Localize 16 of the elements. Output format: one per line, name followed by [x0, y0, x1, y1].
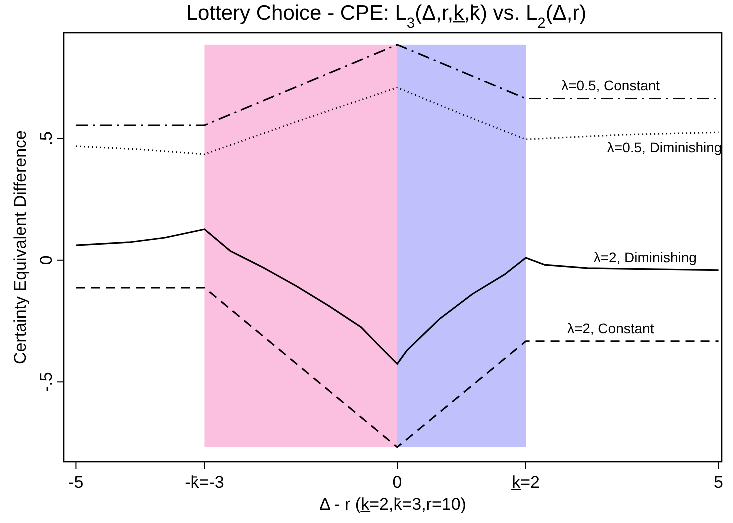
y-axis-title: Certainty Equivalent Difference	[11, 130, 30, 365]
x-tick-label: 0	[392, 473, 402, 492]
x-tick-label: 5	[714, 473, 724, 492]
line-series	[75, 228, 720, 365]
x-tick-label: -k̄=-3	[185, 473, 224, 492]
x-axis-title: Δ - r (k̲=2,k̄=3,r=10)	[320, 495, 466, 514]
x-tick-label: -5	[68, 473, 84, 492]
y-tick-label: 0	[37, 256, 56, 266]
y-tick-label: -.5	[37, 372, 56, 392]
series-label: λ=0.5, Constant	[562, 78, 660, 94]
x-tick-label: k̲=2	[512, 473, 540, 492]
y-tick-label: .5	[37, 132, 56, 146]
series-label: λ=0.5, Diminishing	[607, 140, 722, 156]
series-label: λ=2, Diminishing	[594, 249, 697, 266]
series-label: λ=2, Constant	[567, 320, 654, 336]
chart-title: Lottery Choice - CPE: L$_{3}$(Δ,r,k̲,k̄) vs. L$_{2}$(Δ,r)	[186, 2, 587, 32]
